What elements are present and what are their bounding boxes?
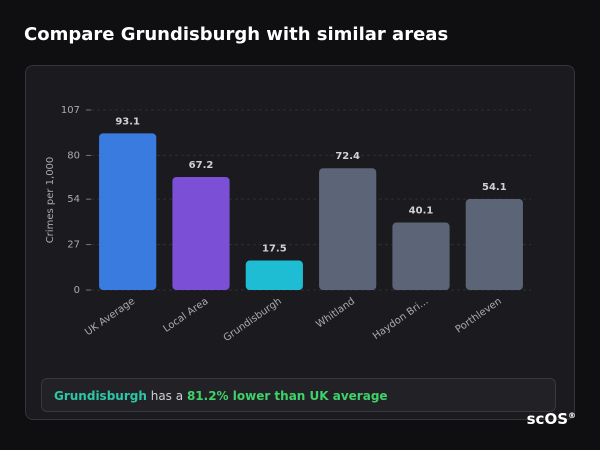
y-tick-label: 54 <box>67 194 80 205</box>
summary-text: has a <box>150 389 184 403</box>
logo: scOS® <box>527 410 576 428</box>
summary-place: Grundisburgh <box>54 389 147 403</box>
page-title: Compare Grundisburgh with similar areas <box>24 24 449 45</box>
y-axis-label: Crimes per 1,000 <box>45 157 56 244</box>
bar <box>319 168 377 290</box>
value-label: 72.4 <box>335 151 360 162</box>
x-tick-label: Grundisburgh <box>222 296 284 344</box>
value-label: 93.1 <box>115 116 140 127</box>
y-tick-label: 107 <box>61 105 80 116</box>
summary-highlight: 81.2% lower than UK average <box>186 389 388 403</box>
y-tick-label: 80 <box>67 150 80 161</box>
x-tick-label: Haydon Bri... <box>371 296 430 342</box>
y-tick-label: 0 <box>74 285 80 296</box>
value-label: 17.5 <box>262 244 287 255</box>
value-label: 54.1 <box>482 182 507 193</box>
x-tick-label: Local Area <box>161 296 210 335</box>
y-tick-label: 27 <box>67 240 80 251</box>
summary: Grundisburgh has a 81.2% lower than UK a… <box>41 378 556 412</box>
bar <box>99 133 157 290</box>
x-tick-label: Porthleven <box>454 296 504 336</box>
x-tick-label: UK Average <box>83 296 137 338</box>
logo-text: scOS <box>526 410 568 428</box>
value-label: 67.2 <box>189 160 214 171</box>
logo-mark: ® <box>568 411 576 420</box>
bar <box>245 260 303 290</box>
x-tick-label: Whitland <box>314 296 357 331</box>
bar <box>392 222 450 290</box>
bar <box>465 198 523 290</box>
value-label: 40.1 <box>409 206 434 217</box>
bar <box>172 176 230 290</box>
